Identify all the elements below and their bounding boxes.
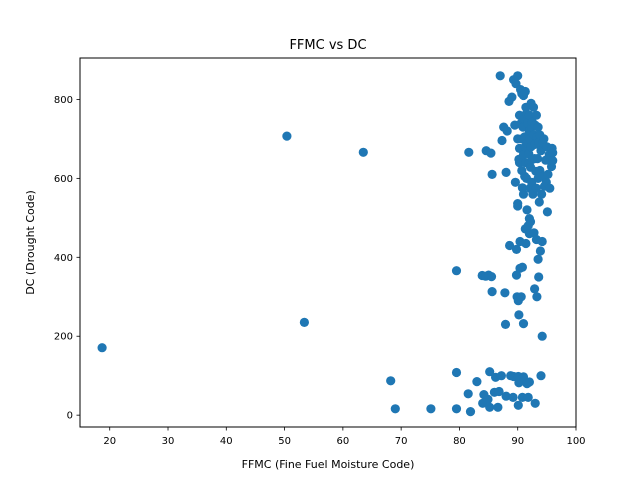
- data-point: [534, 272, 544, 282]
- x-tick-label: 60: [336, 436, 349, 447]
- data-point: [534, 197, 544, 207]
- data-point: [494, 386, 504, 397]
- y-tick-label: 0: [67, 411, 73, 422]
- data-point: [501, 167, 511, 177]
- x-tick-label: 100: [566, 436, 585, 447]
- data-point: [487, 287, 497, 297]
- x-tick-label: 80: [453, 436, 466, 447]
- data-point: [514, 310, 524, 320]
- data-point: [358, 147, 368, 157]
- data-point: [464, 147, 474, 157]
- x-axis-ticks: 20 30 40 50 60 70 80 90 100: [103, 427, 586, 447]
- data-point: [531, 183, 542, 193]
- data-point: [532, 154, 543, 164]
- data-point: [523, 392, 533, 402]
- data-point: [508, 392, 518, 402]
- data-point: [548, 148, 558, 158]
- data-point: [524, 377, 535, 387]
- data-point: [518, 319, 529, 329]
- data-point: [533, 254, 543, 264]
- x-tick-label: 20: [103, 436, 116, 447]
- data-point: [493, 402, 503, 412]
- data-point: [537, 236, 547, 247]
- x-axis-label: FFMC (Fine Fuel Moisture Code): [242, 458, 415, 471]
- y-tick-label: 400: [54, 253, 73, 264]
- data-points: [97, 71, 558, 417]
- data-point: [513, 400, 523, 410]
- data-point: [525, 217, 536, 227]
- plot-area-frame: [79, 57, 577, 428]
- data-point: [521, 238, 531, 249]
- data-point: [543, 169, 553, 179]
- data-point: [517, 262, 528, 272]
- data-point: [487, 169, 497, 179]
- data-point: [537, 189, 547, 199]
- data-point: [501, 391, 511, 401]
- data-point: [531, 110, 542, 120]
- data-point: [510, 177, 520, 187]
- data-point: [537, 331, 547, 341]
- data-point: [511, 244, 522, 254]
- data-point: [486, 272, 497, 282]
- chart-title: FFMC vs DC: [289, 38, 366, 53]
- data-point: [426, 404, 436, 414]
- data-point: [451, 367, 462, 378]
- data-point: [485, 367, 495, 377]
- data-point: [483, 394, 493, 404]
- y-axis-ticks: 0 200 400 600 800: [54, 95, 80, 422]
- data-point: [518, 189, 529, 199]
- data-point: [533, 122, 543, 132]
- x-tick-label: 70: [395, 436, 408, 447]
- data-point: [535, 246, 546, 256]
- data-point: [465, 407, 476, 417]
- data-point: [282, 131, 292, 141]
- x-tick-label: 30: [162, 436, 175, 447]
- data-point: [500, 319, 511, 329]
- data-point: [299, 317, 309, 327]
- y-tick-label: 800: [54, 95, 73, 106]
- data-point: [545, 183, 555, 193]
- data-point: [495, 71, 505, 81]
- data-point: [486, 148, 496, 158]
- data-point: [522, 205, 532, 215]
- y-tick-label: 600: [54, 174, 73, 185]
- data-point: [507, 92, 517, 102]
- data-point: [530, 284, 540, 294]
- data-point: [97, 343, 107, 353]
- data-point: [472, 377, 482, 387]
- data-point: [524, 110, 535, 120]
- data-point: [511, 270, 522, 280]
- x-tick-label: 40: [220, 436, 233, 447]
- data-point: [500, 288, 510, 298]
- data-point: [485, 402, 495, 412]
- data-point: [497, 135, 507, 146]
- data-point: [514, 158, 525, 168]
- data-point: [386, 376, 396, 386]
- data-point: [516, 292, 526, 302]
- data-point: [530, 398, 540, 408]
- data-point: [548, 156, 558, 166]
- data-point: [451, 266, 462, 276]
- data-point: [542, 207, 553, 217]
- data-point: [528, 102, 539, 112]
- data-point: [539, 134, 549, 144]
- data-point: [463, 389, 473, 399]
- data-point: [496, 371, 506, 381]
- x-tick-label: 90: [511, 436, 524, 447]
- data-point: [502, 126, 512, 136]
- data-point: [390, 404, 400, 414]
- data-point: [536, 371, 546, 381]
- data-point: [532, 292, 542, 302]
- data-point: [520, 86, 530, 97]
- data-point: [513, 71, 523, 81]
- y-axis-label: DC (Drought Code): [24, 190, 37, 295]
- data-point: [505, 240, 515, 251]
- data-point: [513, 201, 523, 211]
- y-tick-label: 200: [54, 332, 73, 343]
- x-tick-label: 50: [278, 436, 291, 447]
- data-point: [451, 404, 462, 414]
